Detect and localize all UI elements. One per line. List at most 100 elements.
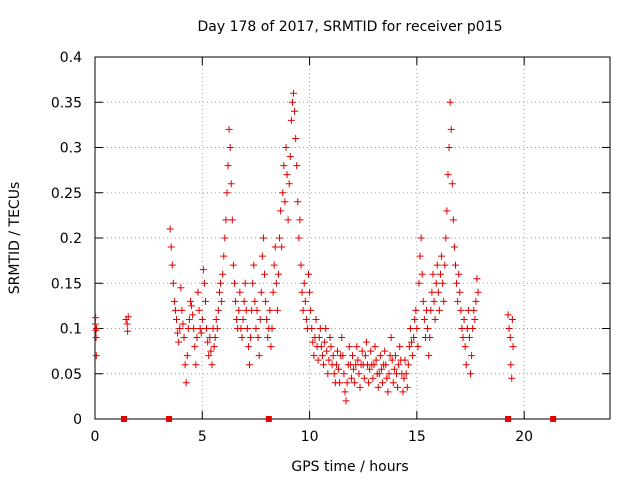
data-point: [229, 261, 237, 269]
data-point: [218, 297, 226, 305]
data-point: [351, 379, 359, 387]
data-point: [332, 361, 340, 369]
data-point: [388, 356, 396, 364]
y-tick-label: 0.1: [60, 322, 82, 338]
data-point: [214, 306, 222, 314]
data-point: [427, 306, 435, 314]
data-point: [294, 198, 302, 206]
data-point: [335, 365, 343, 373]
data-point: [299, 306, 307, 314]
data-point: [212, 315, 220, 323]
data-point: [347, 374, 355, 382]
data-point: [411, 315, 419, 323]
data-point: [279, 189, 287, 197]
data-point: [321, 338, 329, 346]
data-point: [385, 370, 393, 378]
data-point: [443, 207, 451, 215]
data-point: [238, 334, 246, 342]
data-point: [429, 270, 437, 278]
data-point: [222, 216, 230, 224]
data-point: [509, 343, 517, 351]
data-point: [362, 338, 370, 346]
data-point: [284, 216, 292, 224]
data-point: [353, 343, 361, 351]
data-point: [186, 297, 194, 305]
data-point: [123, 320, 131, 328]
data-point: [449, 216, 457, 224]
data-point: [366, 365, 374, 373]
data-point: [287, 116, 295, 124]
data-point: [185, 315, 193, 323]
data-point: [317, 343, 325, 351]
data-point: [412, 306, 420, 314]
y-tick-label: 0.3: [60, 141, 82, 157]
data-point: [283, 171, 291, 179]
data-point: [289, 89, 297, 97]
data-point: [381, 347, 389, 355]
data-point: [400, 374, 408, 382]
data-point: [205, 352, 213, 360]
data-point: [376, 352, 384, 360]
y-tick-label: 0.15: [51, 276, 82, 292]
data-point: [308, 325, 316, 332]
data-point: [312, 315, 320, 323]
data-point: [295, 234, 303, 242]
x-tick-label: 20: [515, 429, 533, 445]
data-point: [435, 306, 443, 314]
data-point: [244, 343, 252, 351]
data-point: [288, 98, 296, 106]
data-point: [399, 388, 407, 396]
data-point: [194, 288, 202, 296]
data-point: [181, 361, 189, 369]
data-point: [465, 334, 473, 342]
data-point: [350, 365, 358, 373]
data-point: [305, 270, 313, 278]
data-point: [258, 252, 266, 260]
data-point: [198, 315, 206, 323]
data-point: [257, 288, 265, 296]
data-point: [197, 329, 205, 337]
data-point: [426, 334, 434, 342]
data-point: [176, 325, 184, 332]
data-point: [178, 306, 186, 314]
data-point: [325, 356, 333, 364]
data-point: [508, 315, 516, 323]
data-point: [387, 334, 395, 342]
data-point: [424, 325, 432, 332]
data-point: [263, 315, 271, 323]
data-point: [467, 370, 475, 378]
data-point: [448, 180, 456, 188]
data-point: [91, 320, 99, 328]
data-point: [445, 144, 453, 151]
data-point: [296, 216, 304, 224]
y-axis-ticks: 0 0.05 0.1 0.15 0.2 0.25 0.3 0.35 0.4: [51, 50, 610, 428]
data-point: [405, 343, 413, 351]
data-point: [391, 352, 399, 360]
data-point: [470, 306, 478, 314]
data-point: [441, 261, 449, 269]
data-point: [455, 270, 463, 278]
y-tick-label: 0.25: [51, 186, 82, 202]
data-point: [390, 365, 398, 373]
data-point: [457, 306, 465, 314]
data-point: [168, 261, 176, 269]
data-point: [237, 325, 245, 332]
data-point: [431, 315, 439, 323]
data-point: [251, 297, 259, 305]
data-point: [200, 279, 208, 287]
data-point: [301, 297, 309, 305]
data-point: [306, 288, 314, 296]
data-point: [342, 397, 350, 405]
y-tick-label: 0.4: [60, 50, 82, 66]
zero-markers: [120, 416, 557, 422]
data-point: [202, 297, 210, 305]
data-point: [341, 388, 349, 396]
data-point: [403, 383, 411, 391]
data-point: [196, 325, 204, 332]
data-point: [195, 306, 203, 314]
data-point: [425, 352, 433, 360]
data-point: [307, 306, 315, 314]
data-point: [320, 361, 328, 369]
data-point: [361, 352, 369, 360]
